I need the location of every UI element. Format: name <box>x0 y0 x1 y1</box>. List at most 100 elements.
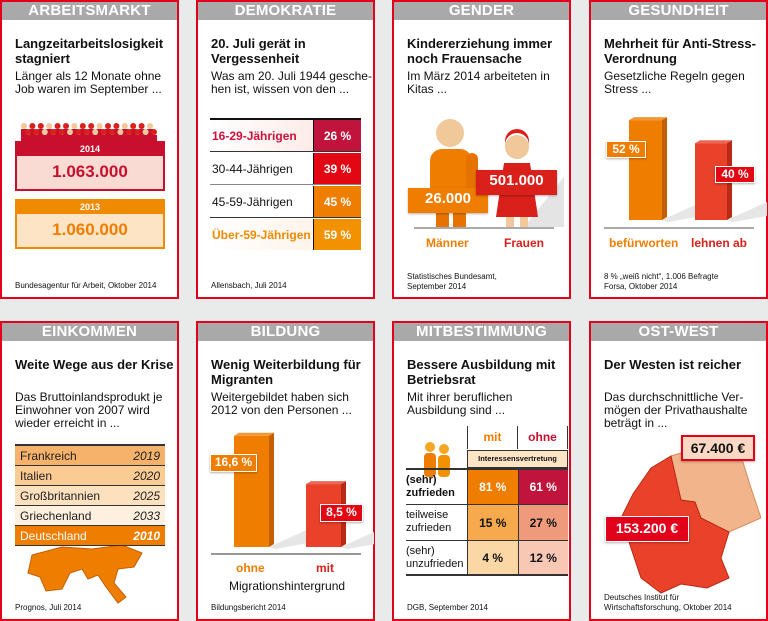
person-figure <box>37 129 44 143</box>
source: Statistisches Bundesamt, September 2014 <box>407 272 497 291</box>
card-arbeitsmarkt: ARBEITSMARKT Langzeitarbeitslosigkeit st… <box>0 0 179 299</box>
card-header: BILDUNG <box>198 323 373 341</box>
col-group: Interessensvertretung <box>467 450 568 468</box>
person-figure <box>130 123 137 129</box>
bar-label-ohne: 16,6 % <box>210 454 257 472</box>
col-ohne: ohne <box>517 426 567 449</box>
source-line-1: Deutsches Institut für <box>604 593 680 602</box>
row-label: 30-44-Jährigen <box>212 161 293 176</box>
cell-mit: 4 % <box>467 541 518 574</box>
person-figure <box>54 129 61 143</box>
bar-lehnen-ab-top <box>695 140 732 144</box>
source: Forsa, Oktober 2014 <box>604 282 678 291</box>
bar-ohne-top <box>234 432 274 436</box>
age-table: 16-29-Jährigen 26 % 30-44-Jährigen 39 % … <box>210 118 361 250</box>
card-header: GENDER <box>394 2 569 20</box>
person-figure <box>147 129 153 143</box>
person-figure <box>67 129 73 135</box>
row-value: 26 % <box>313 120 361 151</box>
person-figure <box>113 123 120 129</box>
person-figure <box>138 129 145 143</box>
card-header: OST-WEST <box>591 323 766 341</box>
card-gender: GENDER Kindererziehung immer noch Frauen… <box>392 0 571 299</box>
card-subtitle: Gesetzliche Regeln gegen Stress ... <box>604 69 745 96</box>
value: 1.060.000 <box>52 220 128 239</box>
source: Bildungsbericht 2014 <box>211 603 286 612</box>
person-figure <box>134 129 141 135</box>
person-figure <box>100 135 107 143</box>
bar-shadow <box>269 529 309 549</box>
person-figure <box>109 129 115 135</box>
cell-mit: 15 % <box>467 505 518 540</box>
person-figure <box>33 135 40 143</box>
source: DGB, September 2014 <box>407 603 488 612</box>
person-figure <box>33 129 40 135</box>
card-gesundheit: GESUNDHEIT Mehrheit für Anti-Stress-Vero… <box>589 0 768 299</box>
person-figure <box>29 123 36 129</box>
person-figure <box>21 129 27 143</box>
bar-ohne <box>234 435 269 547</box>
people-figures-icon <box>424 442 450 477</box>
table-row: 45-59-Jährigen 45 % <box>210 186 361 218</box>
person-figure <box>79 123 86 129</box>
person-figure <box>121 123 128 129</box>
men-value: 26.000 <box>408 188 488 213</box>
row-label: 16-29-Jährigen <box>212 128 297 143</box>
table-row: 16-29-Jährigen 26 % <box>210 120 361 152</box>
source: Prognos, Juli 2014 <box>15 603 82 612</box>
bar-label-mit: 8,5 % <box>320 504 363 522</box>
category-label: befürworten <box>609 236 679 250</box>
person-figure <box>121 129 128 143</box>
person-figure <box>142 129 149 135</box>
person-figure <box>46 123 53 129</box>
bar-shadow <box>662 202 702 222</box>
west-value: 153.200 € <box>605 516 689 542</box>
value: 1.063.000 <box>52 162 128 181</box>
person-figure <box>58 135 65 143</box>
card-subtitle: Länger als 12 Monate ohne Job waren im S… <box>15 69 162 96</box>
card-header: DEMOKRATIE <box>198 2 373 20</box>
person-figure <box>75 129 82 135</box>
person-figure <box>134 135 141 143</box>
person-figure <box>142 135 149 143</box>
person-figure <box>96 123 103 129</box>
table-row: Großbritannien 2025 <box>15 486 165 506</box>
country-table <box>15 444 165 446</box>
bar-shadow <box>341 532 374 549</box>
source-line-2: Wirtschaftsforschung, Oktober 2014 <box>604 603 732 612</box>
women-value: 501.000 <box>476 170 557 195</box>
bar-label-befuerworten: 52 % <box>606 141 646 158</box>
cell-ohne: 12 % <box>517 541 568 574</box>
card-subtitle: Was am 20. Juli 1944 gesche-hen ist, wis… <box>211 69 372 96</box>
year: 2020 <box>133 468 160 483</box>
card-title: Mehrheit für Anti-Stress-Verordnung <box>604 36 756 66</box>
person-figure <box>88 123 95 129</box>
table-row: 30-44-Jährigen 39 % <box>210 153 361 185</box>
year-label: 2014 <box>17 143 163 156</box>
person-figure <box>117 135 124 143</box>
bar-ohne-side <box>269 432 274 547</box>
card-header: MITBESTIMMUNG <box>394 323 569 341</box>
category-label: ohne <box>236 561 265 575</box>
card-header: EINKOMMEN <box>2 323 177 341</box>
person-figure <box>105 123 111 129</box>
table-row: Frankreich 2019 <box>15 446 165 466</box>
card-mitbestimmung: MITBESTIMMUNG Bessere Ausbildung mit Bet… <box>392 321 571 621</box>
row-value: 59 % <box>313 219 361 250</box>
card-title: 20. Juli gerät in Vergessenheit <box>211 36 306 66</box>
person-figure <box>50 135 57 143</box>
person-figure <box>138 123 145 129</box>
cell-ohne: 27 % <box>517 505 568 540</box>
bar-chart <box>211 432 374 555</box>
table-row: Deutschland 2010 <box>15 526 165 546</box>
card-bildung: BILDUNG Wenig Weiterbildung für Migrante… <box>196 321 375 621</box>
person-figure <box>75 135 82 143</box>
row-value: 45 % <box>313 186 361 217</box>
row-label: (sehr) zufrieden <box>406 474 455 499</box>
person-figure <box>109 135 115 143</box>
person-figure <box>54 123 61 129</box>
person-figure <box>151 135 157 143</box>
person-figure <box>67 135 73 143</box>
bar-befuerworten-side <box>662 117 667 220</box>
row-label: teilweise zufrieden <box>406 509 452 534</box>
